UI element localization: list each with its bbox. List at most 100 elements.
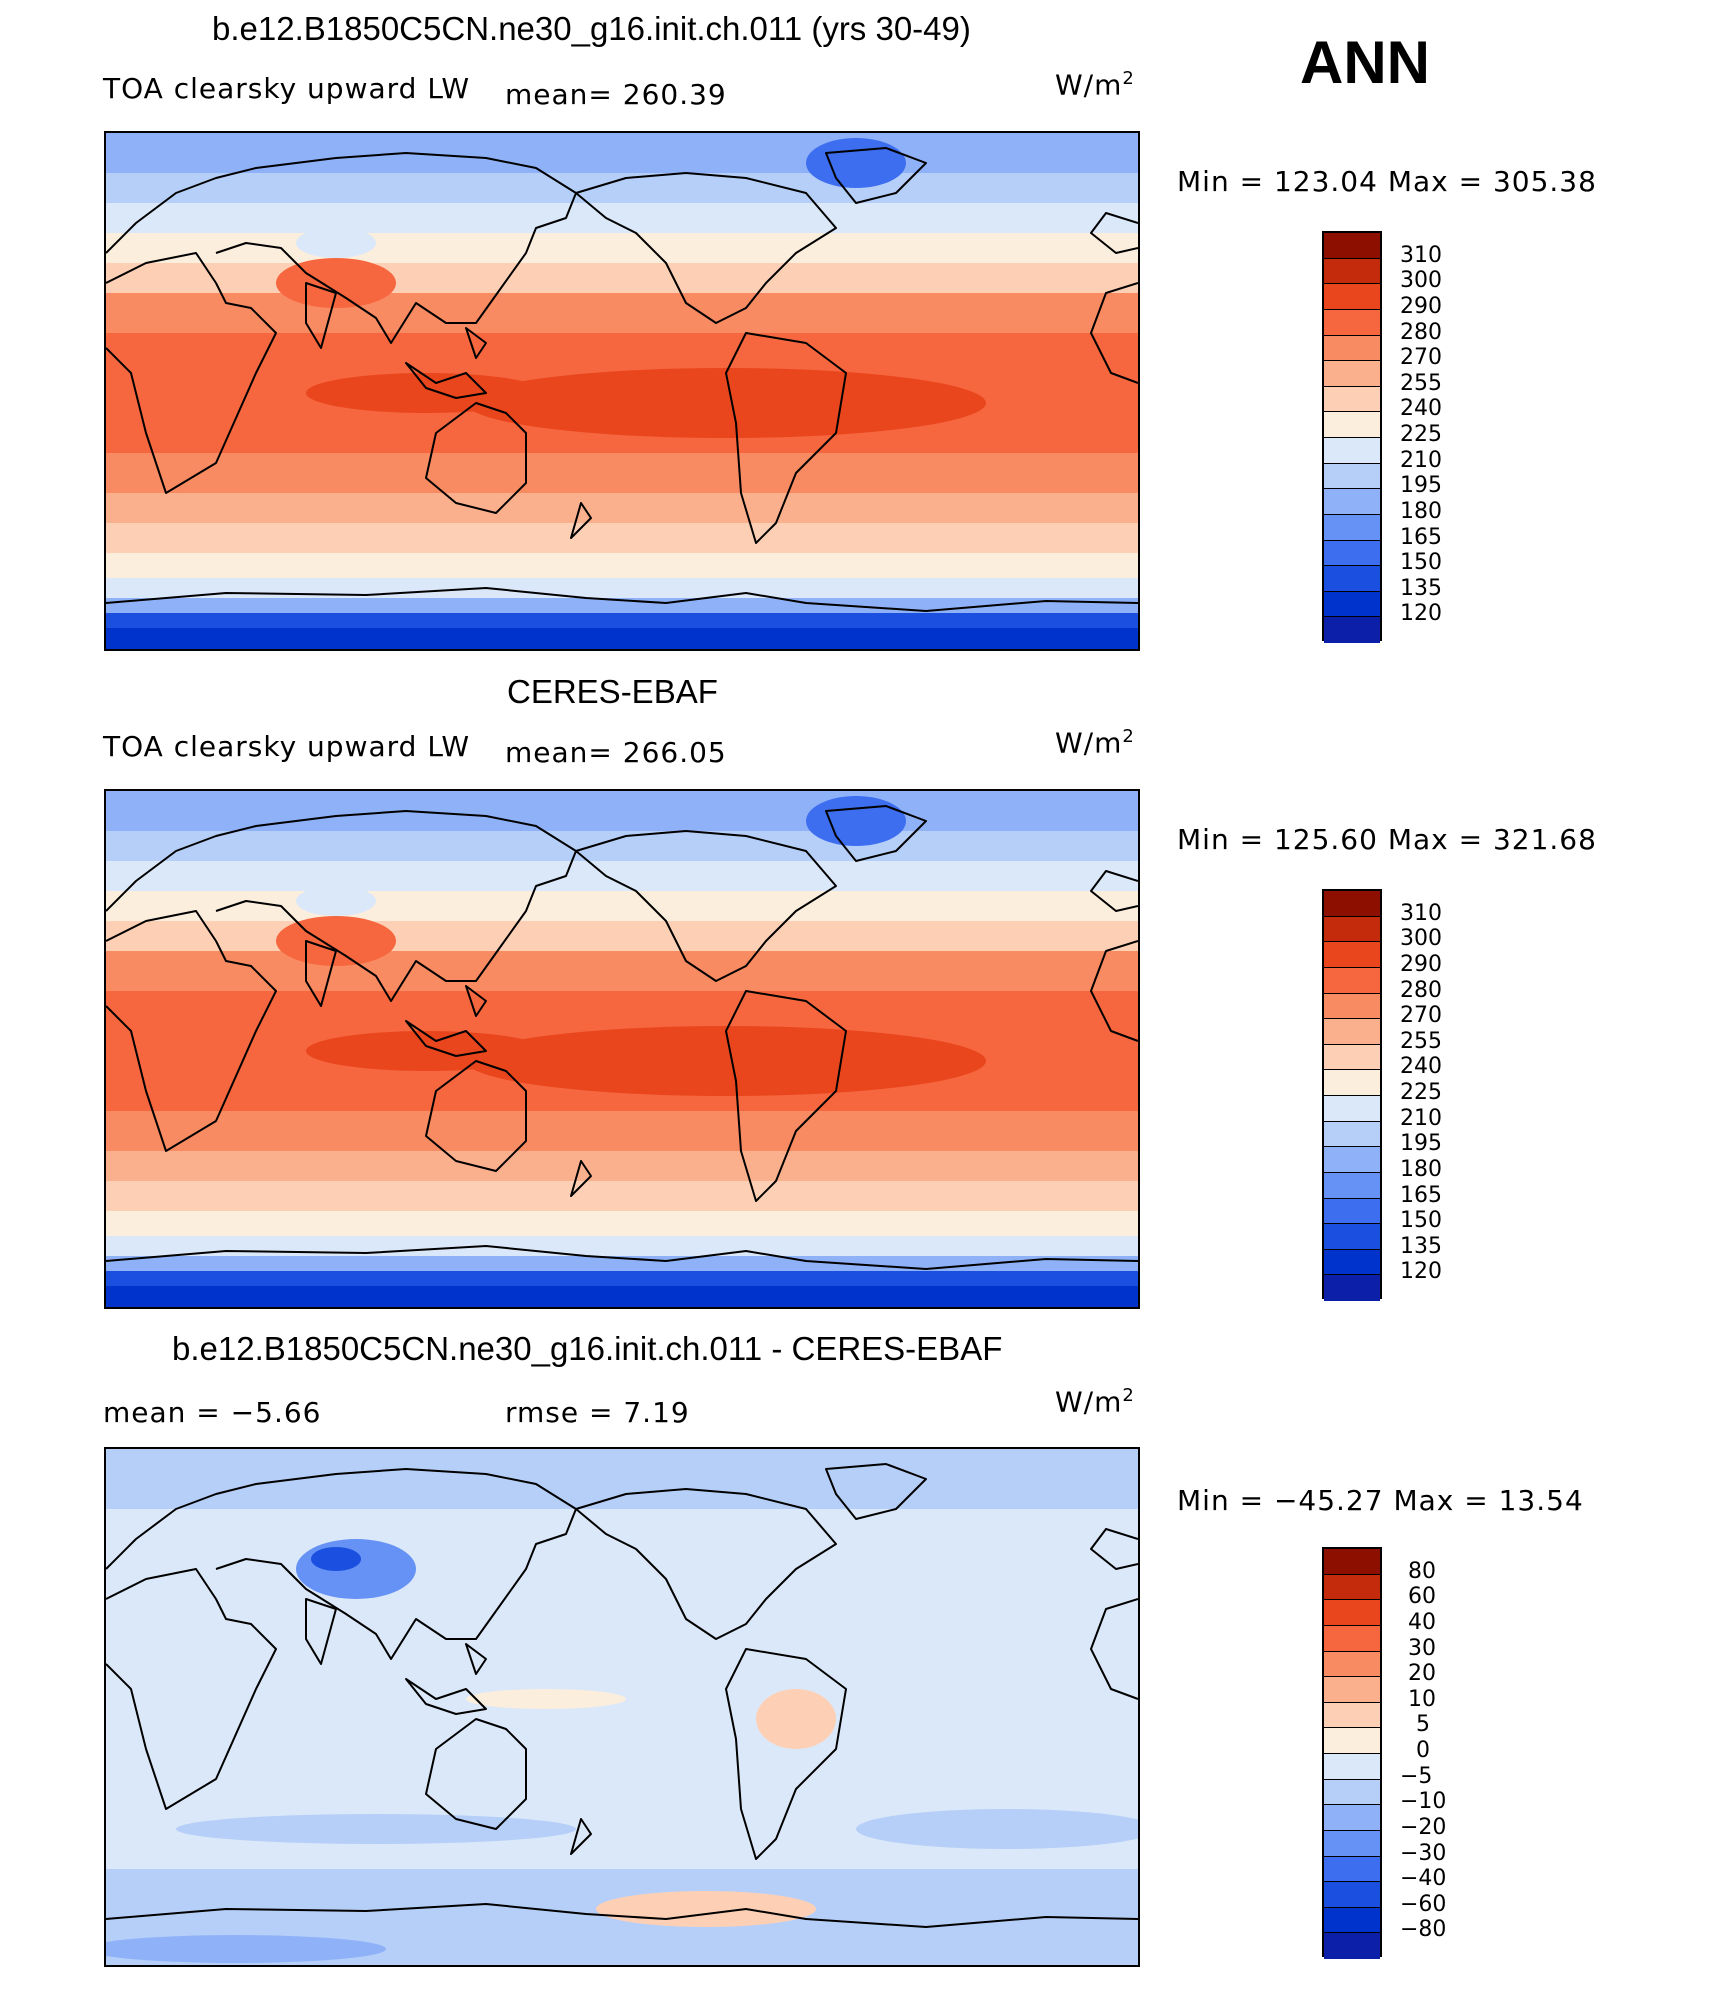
colorbar-tick-label: 20 xyxy=(1408,1661,1436,1687)
panel-1-title: b.e12.B1850C5CN.ne30_g16.init.ch.011 (yr… xyxy=(212,10,971,47)
panel-2-title: CERES-EBAF xyxy=(507,673,718,710)
colorbar-tick-label: 290 xyxy=(1400,951,1442,977)
colorbar-tick-label: 165 xyxy=(1400,1182,1442,1208)
colorbar-segment xyxy=(1324,361,1380,387)
colorbar-tick-label: 210 xyxy=(1400,447,1442,473)
panel-1-colorbar xyxy=(1322,231,1382,643)
colorbar-tick-label: 120 xyxy=(1400,1259,1442,1285)
panel-3-map-field xyxy=(106,1449,1138,1965)
colorbar-tick-label: −80 xyxy=(1400,1917,1447,1943)
colorbar-tick-label: 195 xyxy=(1400,1131,1442,1157)
colorbar-segment xyxy=(1324,916,1380,943)
colorbar-segment xyxy=(1324,1600,1380,1626)
colorbar-segment xyxy=(1324,591,1380,618)
colorbar-segment xyxy=(1324,566,1380,592)
panel-1-unit: W/m2 xyxy=(1055,68,1135,102)
colorbar-tick-label: 255 xyxy=(1400,370,1442,396)
colorbar-segment xyxy=(1324,967,1380,994)
colorbar-segment xyxy=(1324,1830,1380,1857)
panel-3-minmax: Min = −45.27 Max = 13.54 xyxy=(1177,1484,1584,1517)
colorbar-tick-label: 135 xyxy=(1400,575,1442,601)
panel-3-rmse-label: rmse = 7.19 xyxy=(505,1396,690,1429)
colorbar-segment xyxy=(1324,1728,1380,1754)
panel-2-unit: W/m2 xyxy=(1055,726,1135,760)
colorbar-tick-label: 270 xyxy=(1400,345,1442,371)
colorbar-tick-label: 310 xyxy=(1400,242,1442,268)
colorbar-segment xyxy=(1324,463,1380,490)
colorbar-tick-label: 300 xyxy=(1400,926,1442,952)
colorbar-segment xyxy=(1324,1249,1380,1276)
colorbar-segment xyxy=(1324,1121,1380,1148)
panel-1-minmax: Min = 123.04 Max = 305.38 xyxy=(1177,165,1597,198)
panel-1-map xyxy=(104,131,1140,651)
colorbar-segment xyxy=(1324,540,1380,567)
colorbar-tick-label: 80 xyxy=(1408,1558,1436,1584)
colorbar-segment xyxy=(1324,386,1380,413)
colorbar-tick-label: 40 xyxy=(1408,1609,1436,1635)
colorbar-segment xyxy=(1324,1549,1380,1575)
colorbar-tick-label: 195 xyxy=(1400,473,1442,499)
colorbar-segment xyxy=(1324,258,1380,285)
colorbar-segment xyxy=(1324,1677,1380,1703)
colorbar-tick-label: 240 xyxy=(1400,396,1442,422)
colorbar-segment xyxy=(1324,1198,1380,1225)
colorbar-segment xyxy=(1324,993,1380,1020)
panel-2-colorbar xyxy=(1322,889,1382,1301)
season-label: ANN xyxy=(1300,29,1430,96)
colorbar-tick-label: −20 xyxy=(1400,1814,1447,1840)
colorbar-segment xyxy=(1324,438,1380,464)
panel-3-title: b.e12.B1850C5CN.ne30_g16.init.ch.011 - C… xyxy=(172,1330,1003,1367)
colorbar-tick-label: 165 xyxy=(1400,524,1442,550)
colorbar-tick-label: −40 xyxy=(1400,1866,1447,1892)
colorbar-segment xyxy=(1324,1044,1380,1071)
panel-3-mean-label: mean = −5.66 xyxy=(103,1396,322,1429)
panel-2-variable-label: TOA clearsky upward LW xyxy=(103,730,471,763)
colorbar-tick-label: −5 xyxy=(1400,1763,1433,1789)
colorbar-tick-label: 5 xyxy=(1416,1712,1430,1738)
colorbar-segment xyxy=(1324,1907,1380,1934)
colorbar-tick-label: 30 xyxy=(1408,1635,1436,1661)
colorbar-segment xyxy=(1324,412,1380,438)
colorbar-segment xyxy=(1324,1172,1380,1199)
colorbar-tick-label: 240 xyxy=(1400,1054,1442,1080)
colorbar-tick-label: 270 xyxy=(1400,1003,1442,1029)
panel-2-minmax: Min = 125.60 Max = 321.68 xyxy=(1177,823,1597,856)
colorbar-tick-label: 300 xyxy=(1400,268,1442,294)
colorbar-tick-label: 280 xyxy=(1400,977,1442,1003)
colorbar-segment xyxy=(1324,233,1380,259)
colorbar-segment xyxy=(1324,1019,1380,1045)
colorbar-segment xyxy=(1324,1224,1380,1250)
colorbar-tick-label: 255 xyxy=(1400,1028,1442,1054)
colorbar-segment xyxy=(1324,891,1380,917)
colorbar-segment xyxy=(1324,1856,1380,1883)
colorbar-tick-label: 310 xyxy=(1400,900,1442,926)
colorbar-tick-label: 225 xyxy=(1400,422,1442,447)
colorbar-tick-label: −30 xyxy=(1400,1840,1447,1866)
colorbar-tick-label: 60 xyxy=(1408,1584,1436,1610)
colorbar-segment xyxy=(1324,1882,1380,1908)
colorbar-tick-label: 120 xyxy=(1400,601,1442,627)
colorbar-tick-label: −60 xyxy=(1400,1891,1447,1917)
colorbar-tick-label: 225 xyxy=(1400,1080,1442,1105)
colorbar-segment xyxy=(1324,1574,1380,1601)
panel-3-map xyxy=(104,1447,1140,1967)
colorbar-tick-label: 180 xyxy=(1400,498,1442,524)
colorbar-segment xyxy=(1324,309,1380,336)
colorbar-tick-label: 290 xyxy=(1400,293,1442,319)
colorbar-segment xyxy=(1324,1147,1380,1173)
colorbar-tick-label: 0 xyxy=(1416,1738,1430,1763)
colorbar-tick-label: 280 xyxy=(1400,319,1442,345)
panel-1-mean-label: mean= 260.39 xyxy=(505,78,727,111)
panel-1-map-field xyxy=(106,133,1138,649)
colorbar-segment xyxy=(1324,617,1380,643)
colorbar-segment xyxy=(1324,335,1380,362)
colorbar-segment xyxy=(1324,1651,1380,1678)
panel-3-colorbar xyxy=(1322,1547,1382,1959)
colorbar-segment xyxy=(1324,1275,1380,1301)
colorbar-segment xyxy=(1324,1625,1380,1652)
colorbar-tick-label: 10 xyxy=(1408,1686,1436,1712)
panel-2-map xyxy=(104,789,1140,1309)
colorbar-tick-label: 180 xyxy=(1400,1156,1442,1182)
colorbar-tick-label: 150 xyxy=(1400,550,1442,576)
colorbar-segment xyxy=(1324,942,1380,968)
